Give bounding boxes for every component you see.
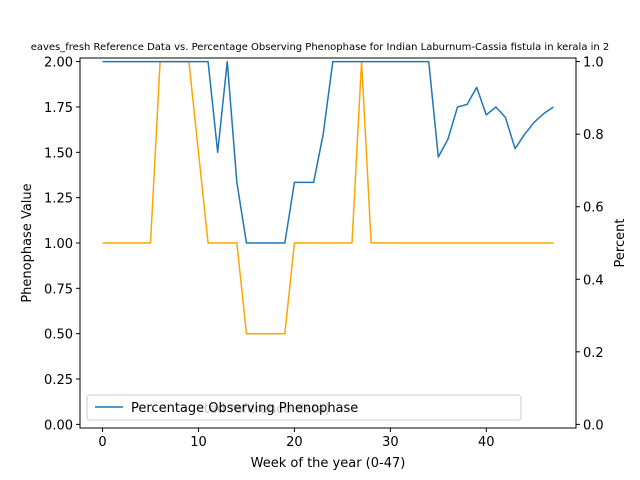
left-y-tick-label: 1.75 <box>44 101 73 116</box>
left-y-tick-label: 2.00 <box>44 56 73 71</box>
plot-frame <box>79 57 577 429</box>
x-tick-label: 10 <box>190 435 207 450</box>
right-y-axis-ticks: 0.0 0.2 0.4 0.6 0.8 1.0 <box>576 56 604 433</box>
right-y-tick-label: 1.0 <box>583 56 604 71</box>
left-y-tick-label: 1.00 <box>44 237 73 252</box>
right-y-tick-label: 0.8 <box>583 128 604 143</box>
series-layer <box>102 60 554 335</box>
left-y-axis-ticks: 0.00 0.25 0.50 0.75 1.00 1.25 1.50 1.75 2.00 <box>44 56 80 433</box>
right-y-axis-title: Percent <box>613 219 628 268</box>
legend-box <box>86 394 522 421</box>
x-tick-label: 30 <box>382 435 399 450</box>
left-y-axis-title: Phenophase Value <box>20 183 35 302</box>
right-y-tick-label: 0.0 <box>583 418 604 433</box>
x-tick-label: 0 <box>98 435 106 450</box>
legend-label-percentage: Percentage Observing Phenophase <box>131 401 358 416</box>
series-line-percentage <box>102 60 554 244</box>
chart-title: eaves_fresh Reference Data vs. Percentag… <box>31 42 610 53</box>
left-y-tick-label: 0.25 <box>44 373 73 388</box>
left-y-tick-label: 0.75 <box>44 282 73 297</box>
right-y-tick-label: 0.4 <box>583 273 604 288</box>
x-axis-ticks: 0 10 20 30 40 <box>98 428 495 450</box>
legend-hidden-label: ted reference data) <box>204 402 330 417</box>
x-tick-label: 40 <box>478 435 495 450</box>
left-y-tick-label: 1.50 <box>44 146 73 161</box>
left-y-tick-label: 1.25 <box>44 192 73 207</box>
left-y-tick-label: 0.50 <box>44 328 73 343</box>
left-y-tick-label: 0.00 <box>44 418 73 433</box>
legend: ted reference data) Percentage Observing… <box>86 394 522 421</box>
x-axis-title: Week of the year (0-47) <box>251 456 406 471</box>
right-y-tick-label: 0.6 <box>583 201 604 216</box>
x-tick-label: 20 <box>286 435 303 450</box>
right-y-tick-label: 0.2 <box>583 346 604 361</box>
